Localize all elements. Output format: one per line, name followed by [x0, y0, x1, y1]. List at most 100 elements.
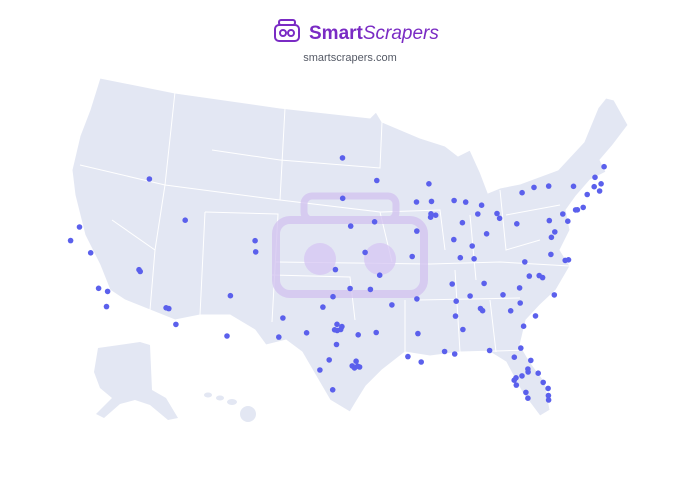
location-dot — [462, 199, 469, 205]
location-dot — [334, 327, 341, 334]
location-dot — [414, 296, 420, 302]
location-dot — [513, 382, 520, 388]
location-dot — [317, 367, 323, 373]
location-dot — [87, 250, 94, 256]
location-dot — [545, 392, 552, 399]
location-dot — [570, 183, 577, 190]
location-dot — [475, 211, 481, 217]
location-dot — [580, 204, 586, 211]
location-dot — [519, 373, 525, 379]
location-dot — [483, 231, 490, 237]
location-dot — [584, 191, 590, 198]
location-dot — [540, 379, 546, 386]
location-dot — [457, 254, 464, 261]
location-dot — [514, 221, 520, 227]
brand-second: Scrapers — [363, 23, 440, 44]
location-dot — [460, 326, 466, 333]
location-dot — [409, 253, 416, 260]
location-dot — [452, 313, 459, 319]
location-dot — [173, 321, 179, 328]
location-dot — [405, 353, 411, 360]
location-dot — [353, 358, 359, 365]
location-dot — [333, 341, 340, 348]
location-dot — [526, 273, 533, 279]
location-dot — [76, 224, 83, 230]
location-dot — [494, 210, 500, 217]
location-dot — [137, 268, 143, 275]
location-dot — [565, 218, 571, 224]
location-dot — [320, 304, 326, 310]
location-dot — [371, 219, 378, 225]
location-dot — [373, 329, 380, 336]
location-dot — [471, 255, 477, 262]
location-dot — [418, 359, 425, 365]
location-dot — [520, 323, 527, 330]
location-dot — [517, 300, 523, 306]
location-dot — [376, 272, 383, 279]
location-dot — [166, 305, 172, 312]
location-dot — [601, 163, 607, 170]
location-dot — [67, 237, 74, 244]
location-dot — [551, 292, 558, 298]
location-dot — [451, 351, 458, 357]
location-dot — [280, 315, 286, 321]
location-dot — [95, 285, 102, 292]
site-url: smartscrapers.com — [303, 52, 397, 64]
location-dot — [332, 266, 339, 273]
watermark — [272, 192, 428, 298]
location-dot — [415, 330, 421, 337]
location-markers — [67, 155, 607, 403]
location-dot — [339, 155, 346, 161]
location-dot — [545, 385, 551, 392]
location-dot — [481, 280, 487, 287]
location-dot — [496, 215, 503, 222]
map — [67, 77, 629, 422]
location-dot — [459, 219, 466, 226]
location-dot — [326, 357, 333, 363]
location-dot — [486, 347, 493, 354]
location-dot — [347, 285, 353, 292]
location-dot — [592, 174, 598, 181]
location-dot — [531, 184, 537, 191]
brand-name: SmartScrapers — [309, 23, 439, 44]
location-dot — [351, 365, 358, 371]
location-dot — [276, 334, 282, 340]
location-dot — [441, 348, 448, 355]
location-dot — [339, 323, 345, 330]
location-dot — [182, 217, 188, 223]
location-dot — [518, 345, 524, 351]
location-dot — [548, 251, 554, 258]
location-dot — [334, 321, 340, 328]
location-dot — [451, 236, 457, 243]
location-dot — [548, 234, 555, 241]
us-mainland — [71, 77, 629, 417]
location-dot — [347, 223, 354, 229]
location-dot — [516, 285, 523, 291]
location-dot — [519, 189, 525, 196]
logo-icon — [274, 19, 300, 42]
location-dot — [560, 211, 566, 217]
location-dot — [374, 177, 380, 184]
location-dot — [500, 292, 506, 298]
location-dot — [146, 176, 153, 182]
location-dot — [545, 183, 552, 189]
location-dot — [389, 302, 395, 308]
location-dot — [478, 202, 485, 208]
location-dot — [523, 389, 529, 396]
location-dot — [367, 286, 374, 293]
location-dot — [252, 249, 259, 255]
location-dot — [477, 305, 484, 312]
location-dot — [562, 257, 568, 264]
location-dot — [511, 354, 518, 361]
location-dot — [414, 228, 420, 234]
location-dot — [528, 357, 534, 364]
location-dot — [339, 195, 346, 202]
location-dot — [428, 211, 434, 217]
location-dot — [511, 377, 517, 384]
brand-first: Smart — [309, 23, 364, 44]
location-dot — [330, 293, 336, 300]
location-dot — [525, 395, 531, 402]
alaska — [94, 342, 178, 420]
location-dot — [449, 281, 456, 287]
